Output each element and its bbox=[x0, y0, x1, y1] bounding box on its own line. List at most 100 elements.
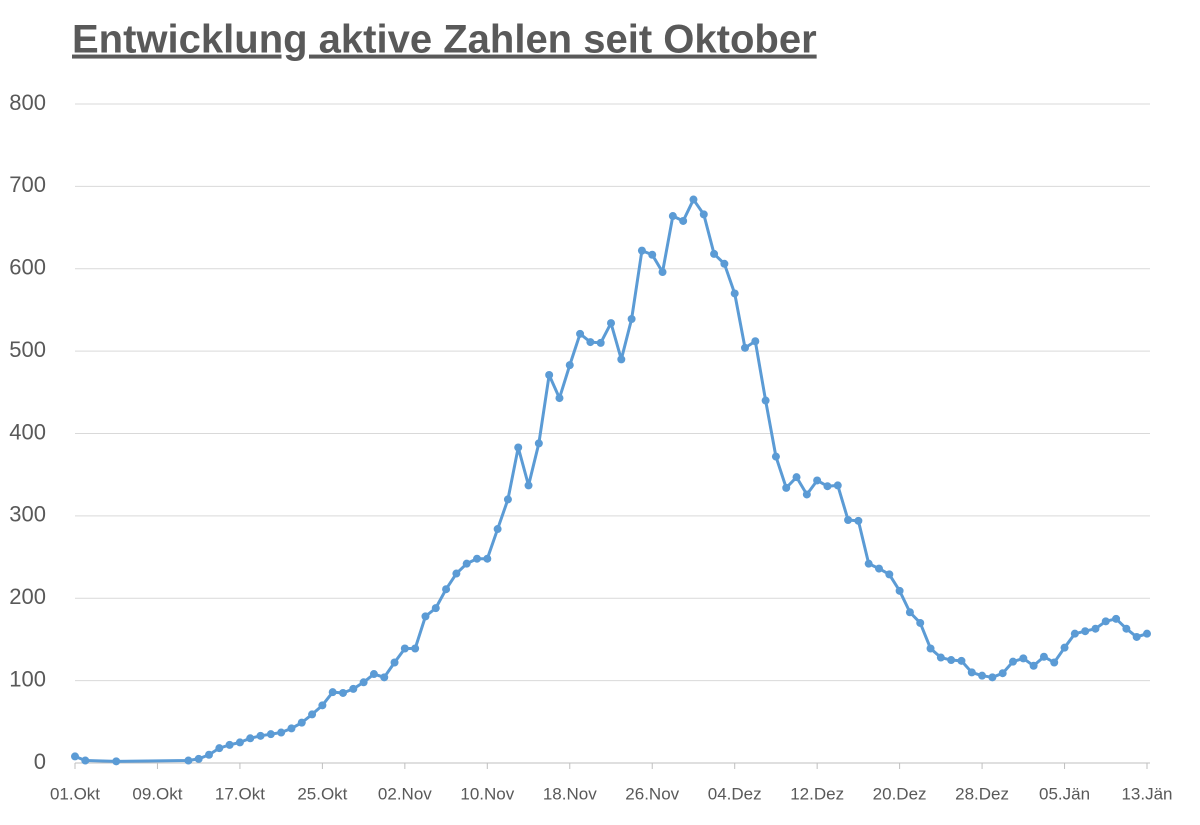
data-point bbox=[565, 361, 574, 370]
data-point bbox=[1091, 624, 1100, 633]
data-point bbox=[947, 656, 956, 665]
data-point bbox=[390, 658, 399, 667]
data-point bbox=[658, 268, 667, 277]
data-point bbox=[194, 754, 203, 763]
data-point bbox=[308, 710, 317, 719]
data-point bbox=[184, 756, 193, 765]
x-tick-label: 02.Nov bbox=[378, 784, 432, 803]
data-point bbox=[988, 673, 997, 682]
data-point bbox=[596, 338, 605, 347]
data-point bbox=[751, 337, 760, 346]
data-point bbox=[576, 329, 585, 338]
data-point bbox=[256, 731, 265, 740]
data-point bbox=[885, 570, 894, 579]
data-point bbox=[710, 249, 719, 258]
data-point bbox=[771, 452, 780, 461]
data-point bbox=[823, 482, 832, 491]
data-point bbox=[71, 752, 79, 761]
data-point bbox=[400, 644, 409, 653]
y-tick-label: 0 bbox=[34, 749, 46, 774]
data-point bbox=[462, 559, 471, 568]
x-tick-label: 09.Okt bbox=[132, 784, 182, 803]
data-point bbox=[555, 394, 564, 403]
data-point bbox=[730, 289, 739, 298]
data-point bbox=[761, 396, 770, 405]
data-point bbox=[689, 195, 698, 204]
y-tick-label: 700 bbox=[9, 172, 46, 197]
data-point bbox=[503, 495, 512, 504]
data-point bbox=[431, 604, 440, 613]
data-point bbox=[359, 678, 368, 687]
data-point bbox=[287, 724, 296, 733]
data-point bbox=[926, 644, 935, 653]
data-point bbox=[1081, 627, 1090, 636]
data-point bbox=[493, 525, 502, 534]
y-tick-label: 600 bbox=[9, 255, 46, 280]
data-point bbox=[741, 343, 749, 352]
y-tick-label: 100 bbox=[9, 666, 46, 691]
data-point bbox=[421, 612, 430, 621]
data-point bbox=[1019, 654, 1028, 663]
data-point bbox=[215, 744, 224, 753]
x-tick-label: 28.Dez bbox=[955, 784, 1009, 803]
data-point bbox=[679, 216, 688, 225]
data-point bbox=[957, 656, 966, 665]
data-point bbox=[369, 670, 378, 679]
data-point bbox=[339, 688, 347, 697]
data-point bbox=[277, 728, 286, 737]
data-point bbox=[246, 734, 255, 743]
data-point bbox=[627, 314, 636, 323]
data-point bbox=[586, 338, 595, 347]
data-point bbox=[648, 250, 657, 259]
data-point bbox=[442, 585, 451, 594]
x-tick-label: 01.Okt bbox=[50, 784, 100, 803]
data-point bbox=[452, 569, 461, 578]
data-point bbox=[1101, 617, 1110, 626]
data-point bbox=[916, 618, 925, 627]
data-point bbox=[864, 559, 873, 568]
y-tick-label: 800 bbox=[9, 90, 46, 115]
y-tick-label: 300 bbox=[9, 502, 46, 527]
data-point bbox=[967, 668, 976, 677]
data-point bbox=[936, 653, 945, 662]
x-tick-label: 13.Jän bbox=[1121, 784, 1172, 803]
data-line bbox=[74, 198, 1148, 763]
data-point bbox=[854, 516, 863, 525]
data-point bbox=[380, 673, 389, 682]
data-point bbox=[266, 730, 275, 739]
data-point bbox=[112, 757, 121, 766]
data-point bbox=[792, 473, 801, 482]
x-tick-label: 26.Nov bbox=[625, 784, 679, 803]
data-point bbox=[1009, 657, 1017, 666]
x-tick-label: 05.Jän bbox=[1039, 784, 1090, 803]
data-point bbox=[1029, 661, 1038, 670]
data-point bbox=[637, 246, 646, 255]
x-tick-label: 18.Nov bbox=[543, 784, 597, 803]
data-point bbox=[998, 669, 1007, 678]
data-point bbox=[813, 476, 822, 485]
data-point bbox=[349, 684, 358, 693]
data-point bbox=[514, 443, 523, 452]
y-tick-label: 200 bbox=[9, 584, 46, 609]
data-point bbox=[524, 481, 533, 490]
x-tick-label: 20.Dez bbox=[873, 784, 927, 803]
x-tick-label: 17.Okt bbox=[215, 784, 265, 803]
chart-title: Entwicklung aktive Zahlen seit Oktober bbox=[72, 18, 817, 62]
y-tick-label: 400 bbox=[9, 419, 46, 444]
data-point bbox=[617, 355, 626, 364]
data-point bbox=[411, 644, 420, 653]
data-point bbox=[1070, 629, 1079, 638]
data-point bbox=[483, 554, 492, 563]
data-point bbox=[782, 483, 791, 492]
data-point bbox=[473, 554, 481, 563]
data-point bbox=[318, 701, 327, 710]
x-tick-label: 04.Dez bbox=[708, 784, 762, 803]
data-point bbox=[833, 481, 842, 490]
data-point bbox=[225, 740, 234, 749]
data-point bbox=[895, 586, 904, 595]
data-point bbox=[1039, 652, 1048, 661]
data-point bbox=[720, 259, 729, 268]
data-point bbox=[328, 688, 337, 697]
data-point bbox=[699, 210, 708, 219]
